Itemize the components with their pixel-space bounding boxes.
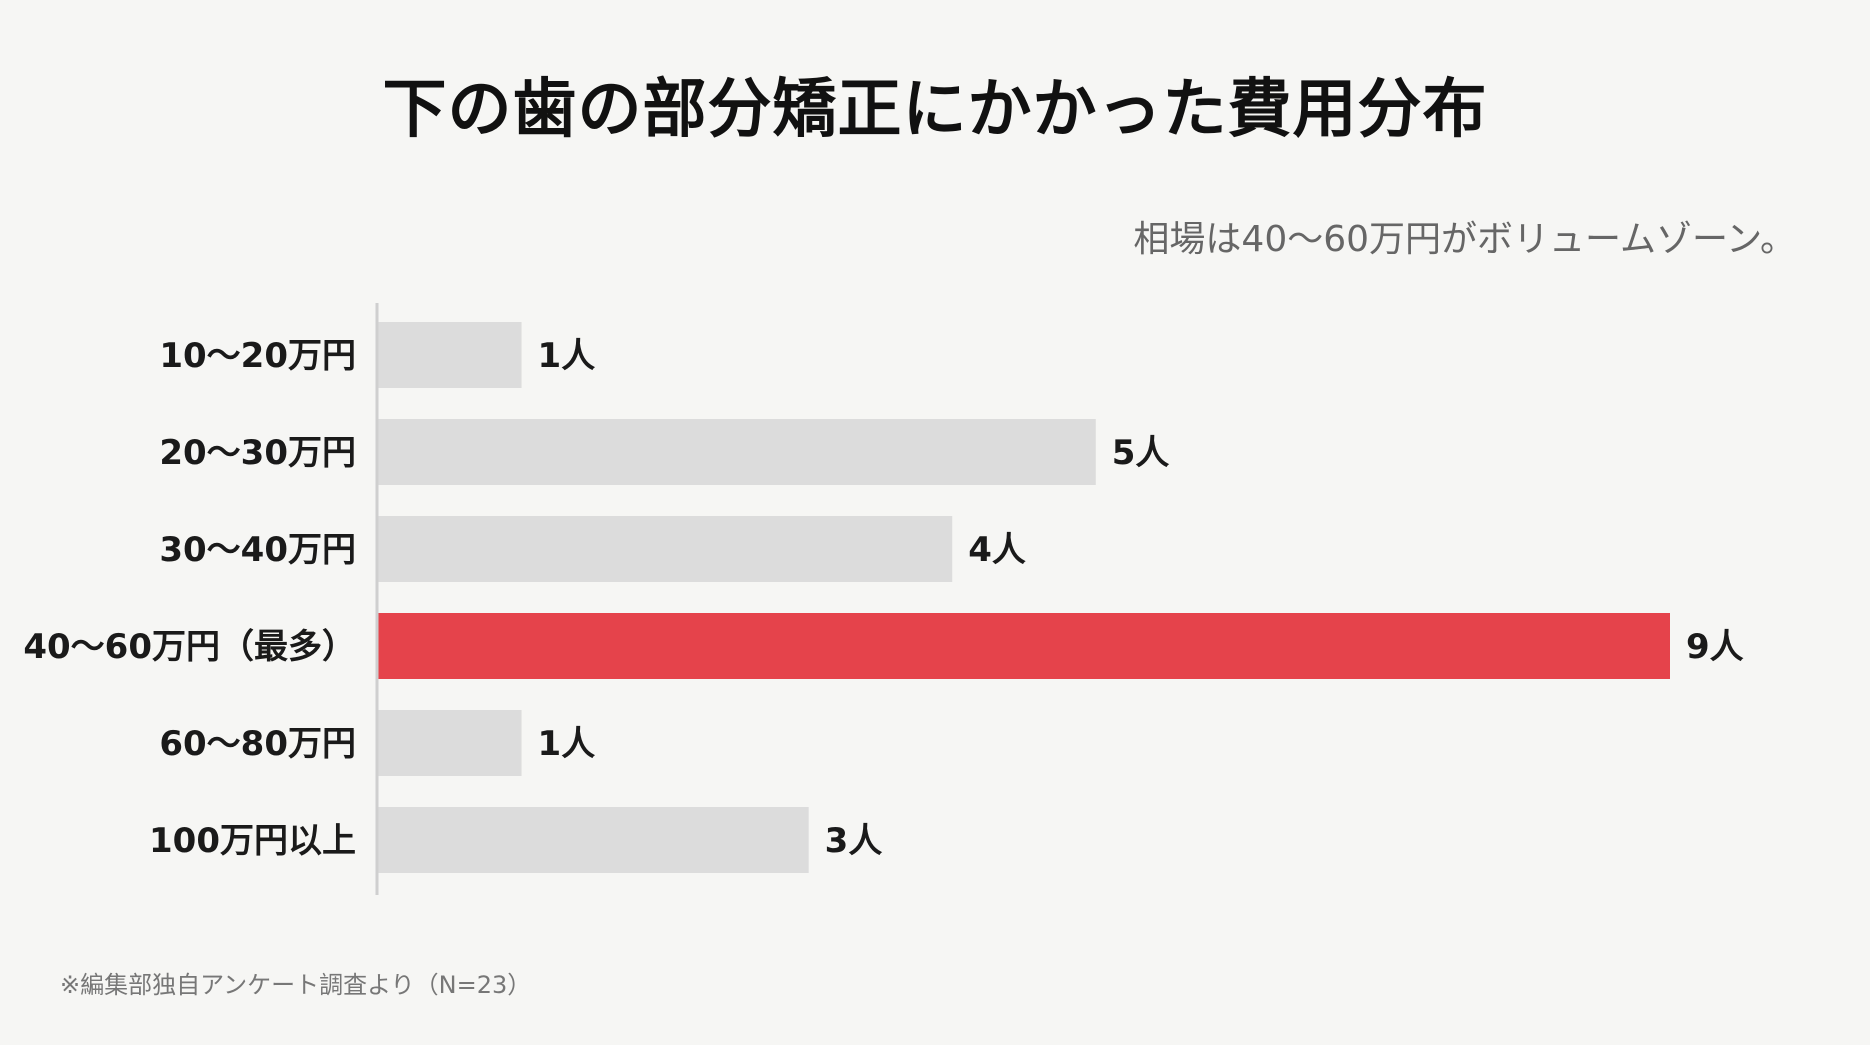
category-label-0: 10〜20万円	[159, 336, 356, 376]
value-label-1: 5人	[1112, 433, 1170, 473]
value-label-5: 3人	[825, 821, 883, 861]
category-label-1: 20〜30万円	[159, 433, 356, 473]
source-note: ※編集部独自アンケート調査より（N=23）	[60, 971, 532, 999]
value-label-0: 1人	[538, 336, 596, 376]
chart-subtitle: 相場は40〜60万円がボリュームゾーン。	[1133, 219, 1796, 260]
category-label-2: 30〜40万円	[159, 530, 356, 570]
bar-2	[378, 516, 953, 582]
category-label-5: 100万円以上	[149, 821, 356, 861]
bar-3	[378, 613, 1670, 679]
value-label-3: 9人	[1686, 627, 1744, 667]
value-label-4: 1人	[538, 724, 596, 764]
bar-1	[378, 419, 1096, 485]
bar-0	[378, 322, 522, 388]
bar-5	[378, 807, 809, 873]
chart-title: 下の歯の部分矯正にかかった費用分布	[382, 73, 1488, 147]
bar-4	[378, 710, 522, 776]
value-label-2: 4人	[968, 530, 1026, 570]
category-label-4: 60〜80万円	[159, 724, 356, 764]
category-label-3: 40〜60万円（最多）	[23, 627, 356, 667]
bars-layer: 10〜20万円 1人 20〜30万円 5人 30〜40万円 4人 40〜60万円（最多） 9人…	[23, 322, 1744, 873]
